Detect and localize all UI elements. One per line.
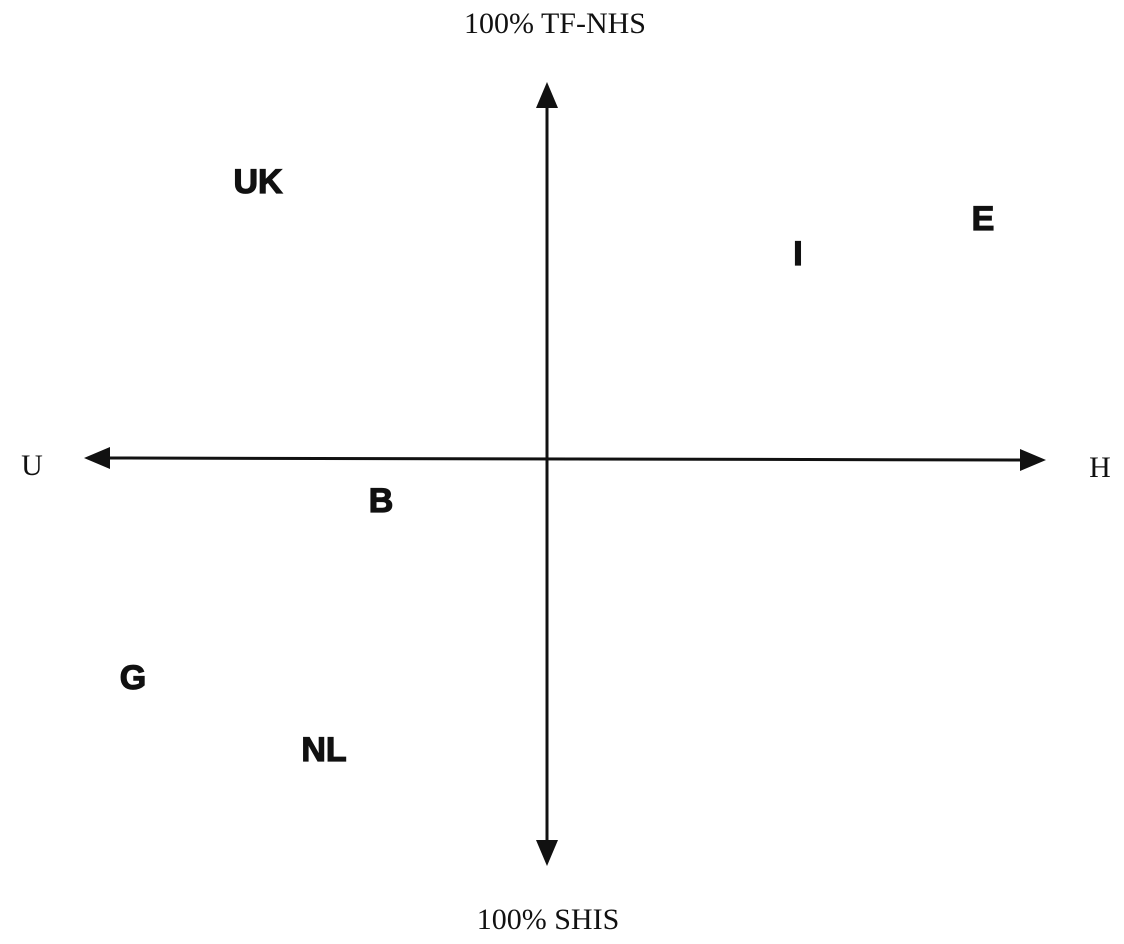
arrow-head-down <box>536 840 558 866</box>
left-label: U <box>21 449 43 482</box>
right-label: H <box>1089 451 1111 484</box>
horizontal-axis <box>99 456 1031 462</box>
country-label: G <box>120 659 146 697</box>
arrow-head-left <box>84 447 110 469</box>
bottom-label: 100% SHIS <box>477 903 620 936</box>
arrow-head-up <box>536 82 558 108</box>
country-label: I <box>793 235 802 273</box>
arrow-head-right <box>1020 449 1046 471</box>
country-label: B <box>369 482 394 520</box>
country-label: E <box>972 200 995 238</box>
country-label: NL <box>301 731 346 769</box>
top-label: 100% TF-NHS <box>464 7 646 40</box>
country-label: UK <box>233 163 283 201</box>
